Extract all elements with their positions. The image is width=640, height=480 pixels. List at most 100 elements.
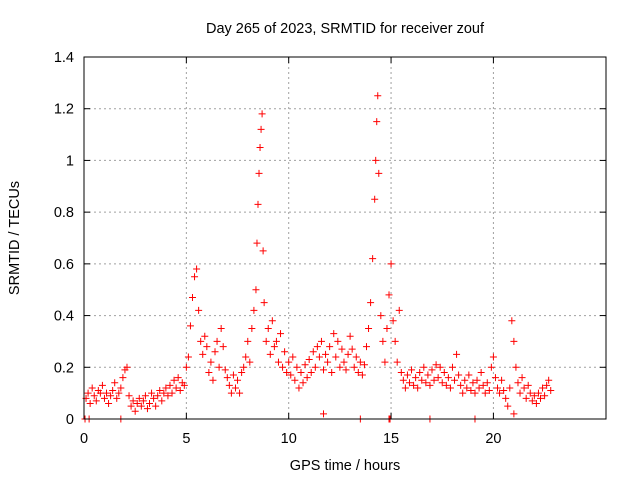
data-point [291, 376, 299, 384]
data-point [465, 371, 473, 379]
data-point [272, 337, 280, 345]
data-point [96, 389, 104, 397]
data-point [193, 265, 201, 273]
data-point [309, 348, 317, 356]
data-point [244, 337, 252, 345]
data-point [201, 332, 209, 340]
data-point [536, 394, 544, 402]
data-point [100, 394, 108, 402]
data-point [268, 317, 276, 325]
data-point [90, 392, 98, 400]
data-point [510, 410, 518, 418]
data-point [397, 368, 405, 376]
data-point [307, 368, 315, 376]
data-point [374, 92, 382, 100]
data-point [311, 363, 319, 371]
data-point [256, 144, 264, 151]
data-point [491, 374, 499, 382]
x-tick-label: 0 [80, 431, 88, 447]
data-point [260, 299, 268, 307]
data-point [289, 353, 297, 361]
data-point [469, 379, 477, 387]
data-point [479, 381, 487, 389]
data-point [217, 325, 225, 332]
data-point [285, 358, 293, 366]
data-point [428, 366, 436, 374]
data-point [152, 402, 160, 410]
data-point [426, 381, 434, 389]
data-point [164, 392, 172, 400]
data-point [295, 384, 303, 392]
data-point [197, 337, 205, 345]
data-point [231, 384, 239, 392]
data-point [283, 368, 291, 376]
data-point [257, 125, 265, 133]
data-point [107, 392, 115, 400]
data-point [373, 118, 381, 126]
data-point [422, 379, 430, 387]
y-tick-label: 0 [66, 412, 74, 428]
data-point [105, 399, 113, 407]
data-point [313, 343, 321, 351]
data-point [219, 343, 227, 351]
data-point [418, 376, 426, 384]
data-point [248, 325, 256, 332]
data-point [477, 368, 485, 376]
data-point [279, 363, 287, 371]
data-point [238, 368, 246, 376]
data-point [471, 389, 479, 397]
data-point [424, 371, 432, 379]
data-point [514, 379, 522, 387]
data-point [375, 169, 383, 177]
data-point [303, 374, 311, 382]
data-point [403, 371, 411, 379]
data-point [332, 353, 340, 361]
data-point [215, 363, 223, 371]
data-point [305, 356, 313, 364]
data-point [336, 363, 344, 371]
data-point [174, 374, 182, 382]
data-point [467, 387, 475, 395]
data-point [234, 376, 242, 384]
data-point [365, 325, 373, 332]
data-point [498, 376, 506, 384]
data-point [502, 394, 510, 402]
x-tick-label: 5 [182, 431, 190, 447]
data-point [453, 350, 461, 358]
data-point [109, 387, 117, 395]
data-point [270, 343, 278, 351]
x-tick-label: 10 [281, 431, 297, 447]
data-point [297, 368, 305, 376]
data-point [324, 358, 332, 366]
data-point [246, 358, 254, 366]
data-point [259, 247, 267, 255]
data-point [461, 376, 469, 384]
data-point [103, 389, 111, 397]
data-point [463, 384, 471, 392]
data-point [481, 389, 489, 397]
data-point [253, 239, 261, 247]
data-point [252, 286, 260, 294]
data-point [430, 376, 438, 384]
data-point [371, 195, 379, 203]
data-point [489, 353, 497, 361]
chart-title: Day 265 of 2023, SRMTID for receiver zou… [206, 21, 485, 37]
data-point [399, 376, 407, 384]
data-point [522, 394, 530, 402]
data-points [81, 92, 555, 423]
data-point [438, 379, 446, 387]
data-point [346, 332, 354, 340]
data-point [340, 358, 348, 366]
data-point [545, 376, 553, 384]
x-tick-label: 15 [383, 431, 399, 447]
y-axis-label: SRMTID / TECUs [7, 181, 23, 295]
plot-frame [83, 56, 607, 420]
data-point [420, 363, 428, 371]
x-tick-label: 20 [485, 431, 501, 447]
data-point [381, 358, 389, 366]
y-tick-label: 0.4 [54, 309, 74, 325]
data-point [262, 337, 270, 345]
data-point [141, 392, 149, 400]
data-point [131, 407, 139, 415]
data-point [301, 361, 309, 369]
